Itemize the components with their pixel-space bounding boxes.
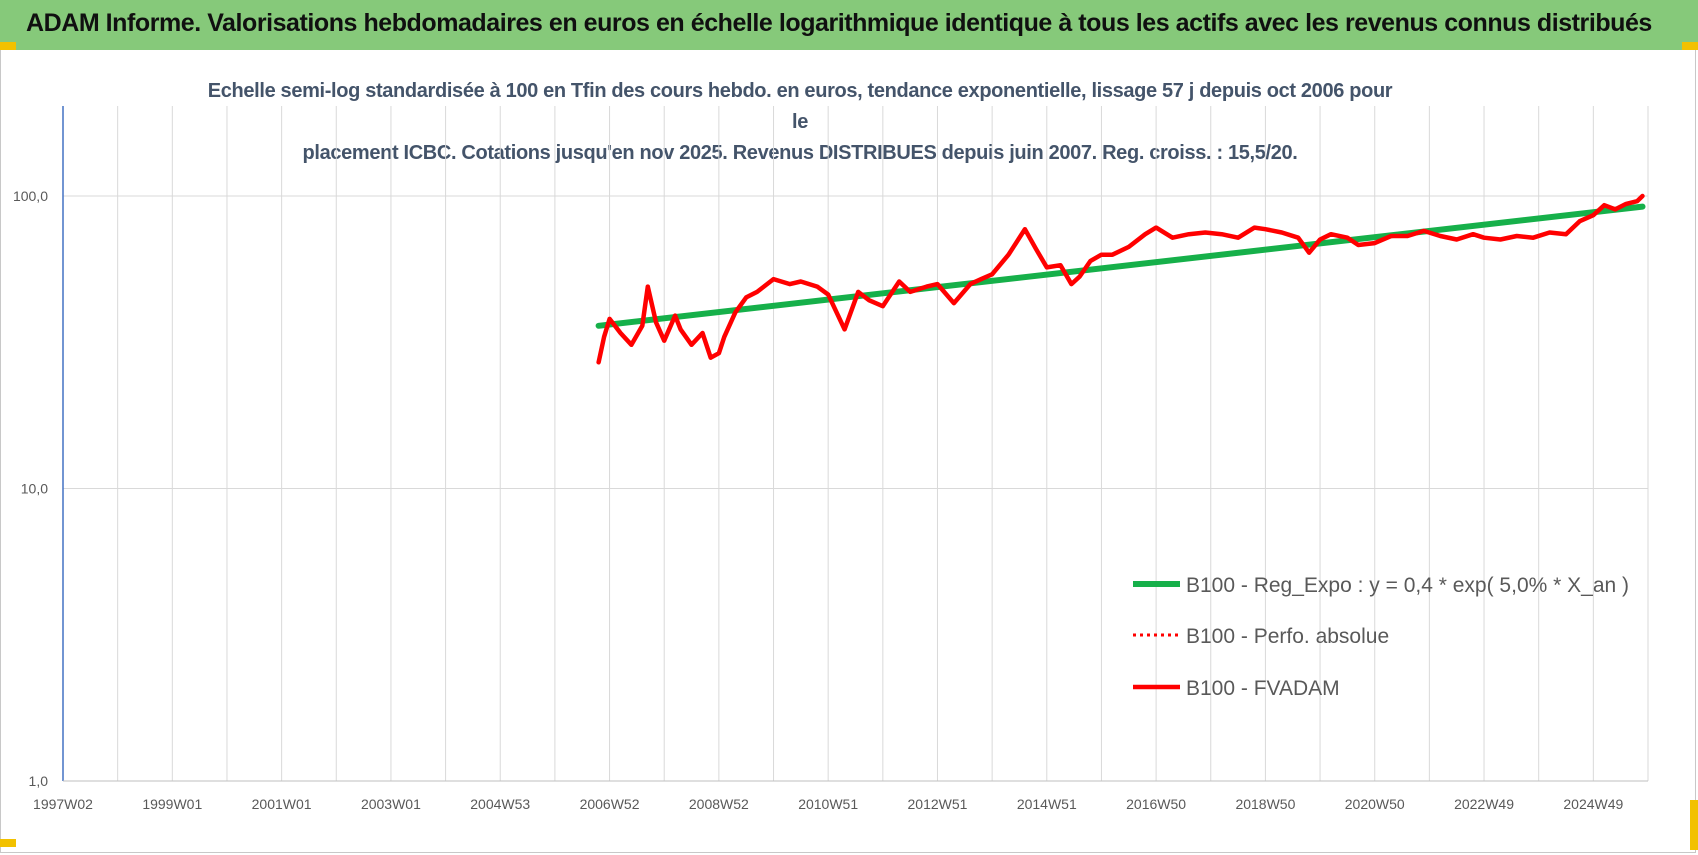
x-tick-label: 2001W01 xyxy=(252,796,312,812)
x-tick-label: 2010W51 xyxy=(798,796,858,812)
chart-title: Echelle semi-log standardisée à 100 en T… xyxy=(200,76,1400,169)
x-tick-label: 2018W50 xyxy=(1235,796,1295,812)
trend-line xyxy=(595,203,1646,329)
y-axis-ticks: 100,0 10,0 1,0 xyxy=(13,188,48,789)
corner-mark-top-left xyxy=(0,42,16,50)
y-tick-label: 100,0 xyxy=(13,188,48,204)
legend: B100 - Reg_Expo : y = 0,4 * exp( 5,0% * … xyxy=(1133,574,1629,700)
x-tick-label: 1999W01 xyxy=(142,796,202,812)
corner-mark-top-right xyxy=(1682,42,1698,50)
x-tick-label: 2016W50 xyxy=(1126,796,1186,812)
x-tick-label: 2014W51 xyxy=(1017,796,1077,812)
legend-label: B100 - Reg_Expo : y = 0,4 * exp( 5,0% * … xyxy=(1186,574,1629,597)
chart-title-line-1: Echelle semi-log standardisée à 100 en T… xyxy=(207,80,1393,133)
series-layer xyxy=(595,193,1646,365)
x-axis-ticks: 1997W02 1999W01 2001W01 2003W01 2004W53 2006W… xyxy=(33,796,1623,812)
x-tick-label: 2024W49 xyxy=(1563,796,1623,812)
x-tick-label: 2020W50 xyxy=(1345,796,1405,812)
corner-mark-bottom-right xyxy=(1690,800,1698,850)
x-tick-label: 2004W53 xyxy=(470,796,530,812)
x-tick-label: 2006W52 xyxy=(580,796,640,812)
corner-mark-bottom-left xyxy=(0,839,16,847)
legend-label: B100 - Perfo. absolue xyxy=(1186,625,1389,648)
x-tick-label: 2022W49 xyxy=(1454,796,1514,812)
x-tick-label: 2012W51 xyxy=(908,796,968,812)
y-tick-label: 1,0 xyxy=(29,773,49,789)
fvadam-line xyxy=(596,193,1645,365)
title-banner: ADAM Informe. Valorisations hebdomadaire… xyxy=(0,0,1698,50)
x-tick-label: 2008W52 xyxy=(689,796,749,812)
chart-title-line-2: placement ICBC. Cotations jusqu'en nov 2… xyxy=(302,142,1298,164)
x-tick-label: 1997W02 xyxy=(33,796,93,812)
x-tick-label: 2003W01 xyxy=(361,796,421,812)
page-title: ADAM Informe. Valorisations hebdomadaire… xyxy=(26,9,1652,37)
legend-label: B100 - FVADAM xyxy=(1186,677,1340,700)
gridlines xyxy=(63,106,1649,782)
axes xyxy=(62,106,1648,782)
y-tick-label: 10,0 xyxy=(21,481,48,497)
